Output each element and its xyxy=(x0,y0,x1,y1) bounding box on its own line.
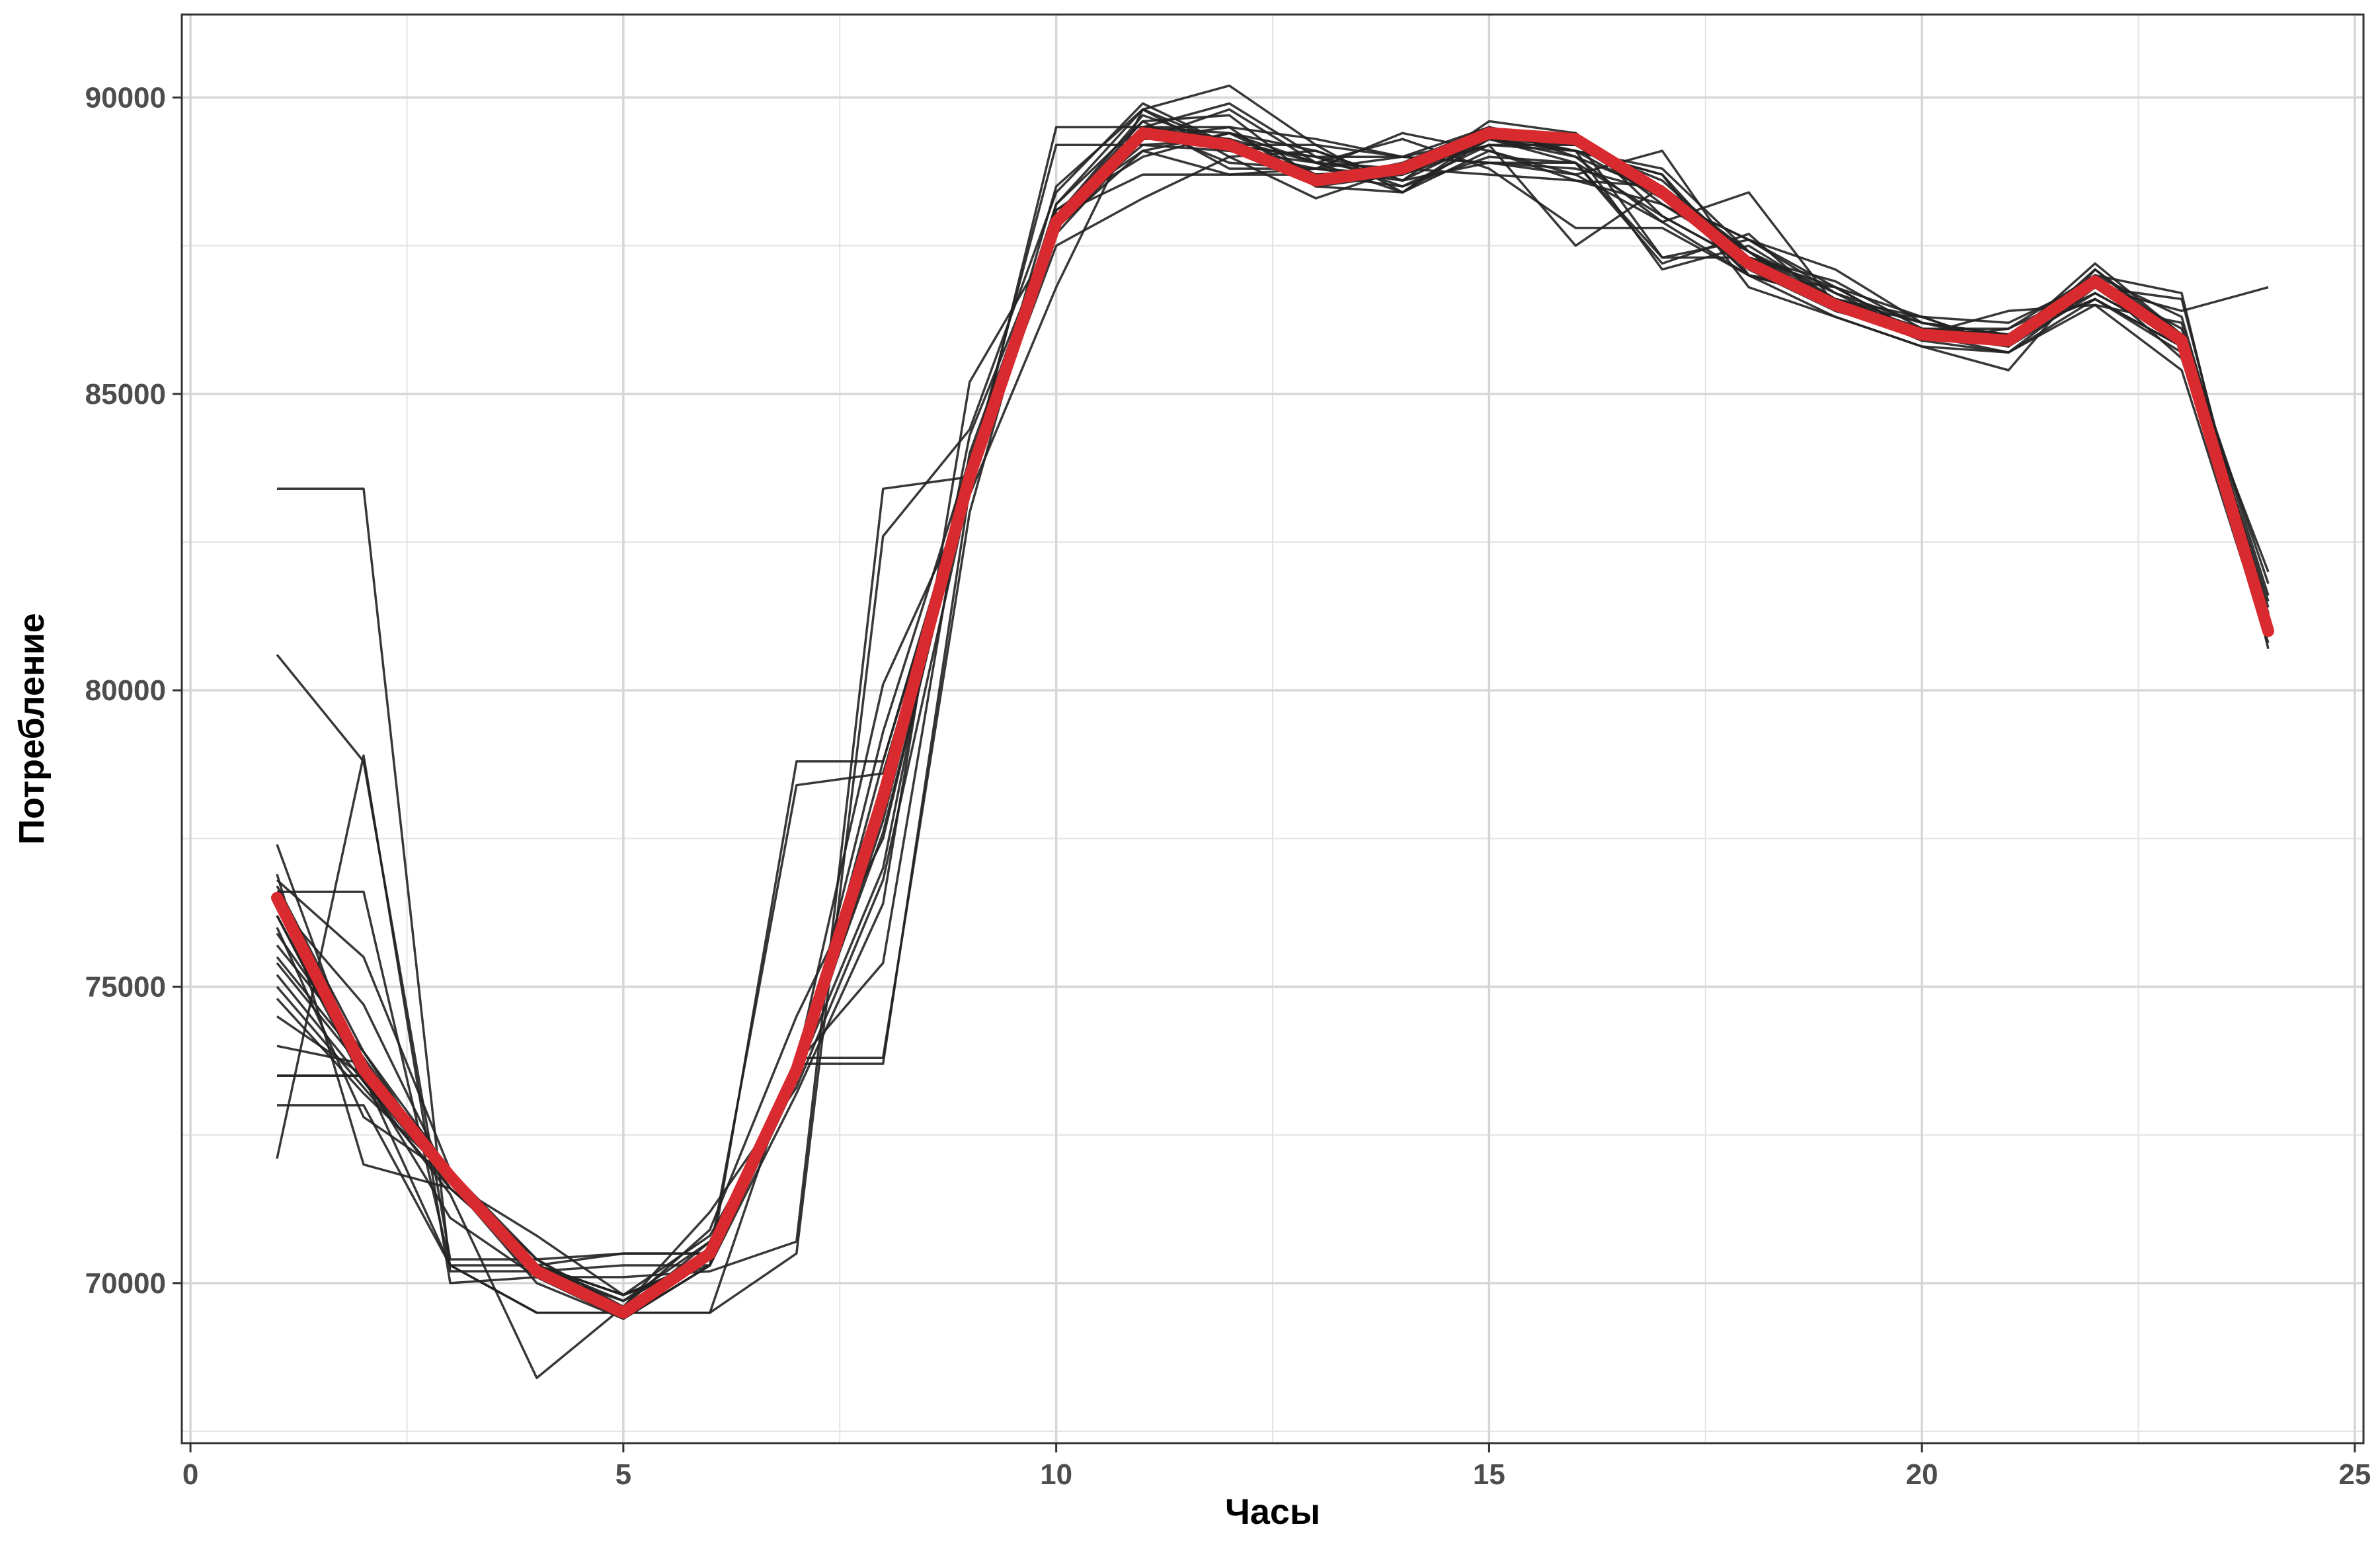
x-tick-label: 10 xyxy=(1040,1458,1072,1491)
panel-border xyxy=(180,13,2365,1444)
major-gridlines xyxy=(182,15,2363,1443)
y-tick-label: 80000 xyxy=(85,674,166,707)
x-tick-label: 20 xyxy=(1906,1458,1938,1491)
y-axis: 70000 75000 80000 85000 90000 xyxy=(85,82,182,1300)
y-tick-label: 90000 xyxy=(85,82,166,114)
mean-line-layer xyxy=(271,127,2274,1319)
x-tick-label: 5 xyxy=(615,1458,631,1491)
x-tick-label: 0 xyxy=(182,1458,198,1491)
x-tick-label: 15 xyxy=(1473,1458,1505,1491)
y-axis-title: Потребление xyxy=(12,613,52,845)
y-tick-label: 85000 xyxy=(85,378,166,411)
x-axis-title: Часы xyxy=(1225,1492,1320,1532)
minor-gridlines xyxy=(182,15,2363,1443)
mean-line xyxy=(271,127,2274,1319)
x-tick-label: 25 xyxy=(2338,1458,2371,1491)
x-axis: 0 5 10 15 20 25 xyxy=(182,1443,2371,1491)
y-tick-label: 70000 xyxy=(85,1267,166,1300)
series-line-10 xyxy=(276,114,2270,1296)
y-tick-label: 75000 xyxy=(85,971,166,1004)
